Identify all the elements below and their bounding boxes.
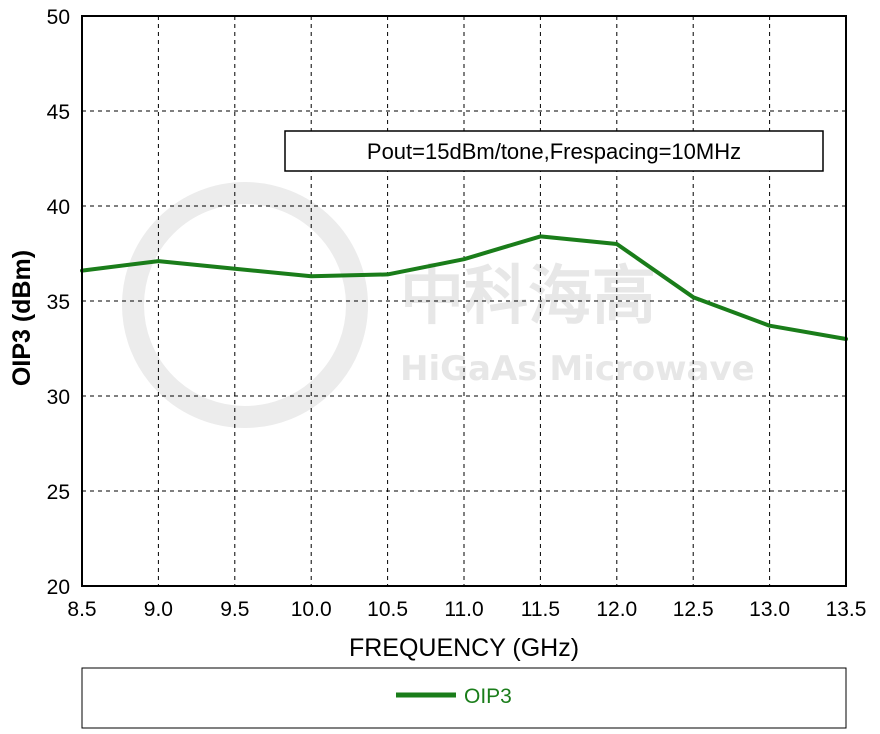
y-tick-label: 25 <box>47 481 70 504</box>
y-tick-label: 20 <box>47 576 70 599</box>
legend-box <box>81 667 847 729</box>
annotation-text: Pout=15dBm/tone,Frespacing=10MHz <box>367 139 741 164</box>
x-tick-label: 10.5 <box>367 598 408 621</box>
y-tick-label: 50 <box>47 6 70 29</box>
x-tick-label: 8.5 <box>67 598 96 621</box>
x-tick-label: 12.5 <box>673 598 714 621</box>
grid <box>82 16 846 586</box>
x-tick-label: 13.5 <box>826 598 867 621</box>
watermark-english-text: HiGaAs Microwave <box>400 349 755 389</box>
x-tick-label: 12.0 <box>596 598 637 621</box>
y-tick-label: 45 <box>47 101 70 124</box>
plot-frame <box>81 15 847 587</box>
y-tick-label: 40 <box>47 196 70 219</box>
y-tick-label: 35 <box>47 291 70 314</box>
x-tick-label: 11.0 <box>444 598 483 621</box>
watermark: 中科海高 HiGaAs Microwave <box>122 182 755 428</box>
watermark-chinese-text: 中科海高 <box>400 260 656 334</box>
y-axis-title: OIP3 (dBm) <box>8 250 36 386</box>
x-tick-label: 11.5 <box>521 598 560 621</box>
x-axis-title: FREQUENCY (GHz) <box>349 634 579 662</box>
annotation: Pout=15dBm/tone,Frespacing=10MHz <box>284 130 824 172</box>
series-line-oip3 <box>80 234 848 341</box>
annotation-box <box>284 130 824 172</box>
series-layer <box>80 234 848 341</box>
x-tick-label: 9.0 <box>144 598 173 621</box>
legend-label-oip3: OIP3 <box>464 685 512 708</box>
x-tick-label: 13.0 <box>749 598 790 621</box>
x-tick-label: 9.5 <box>220 598 249 621</box>
y-axis-ticks: 20 25 30 35 40 45 50 <box>47 6 70 599</box>
x-tick-label: 10.0 <box>291 598 332 621</box>
x-axis-ticks: 8.5 9.0 9.5 10.0 10.5 11.0 11.5 12.0 12.5 13.0 13.… <box>67 598 866 621</box>
watermark-logo <box>122 182 368 428</box>
legend: OIP3 <box>81 667 847 729</box>
y-tick-label: 30 <box>47 386 70 409</box>
